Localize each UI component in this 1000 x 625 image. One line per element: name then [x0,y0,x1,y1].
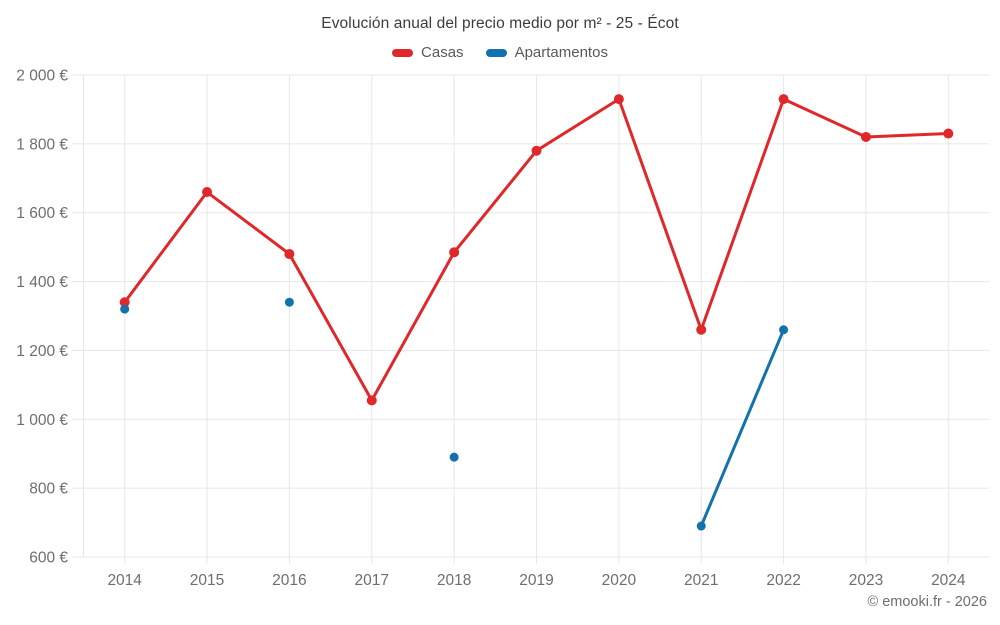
legend-label: Casas [421,44,464,61]
y-tick-label: 2 000 € [16,68,68,85]
x-tick-label: 2022 [766,572,800,589]
x-tick-label: 2023 [849,572,883,589]
data-point-casas-2022[interactable] [778,94,789,105]
data-point-apartamentos-2014[interactable] [120,304,130,314]
data-point-apartamentos-2022[interactable] [779,325,789,335]
x-tick-label: 2017 [355,572,389,589]
legend-label: Apartamentos [514,44,608,61]
x-tick-label: 2018 [437,572,471,589]
y-tick-label: 1 800 € [16,136,68,153]
x-tick-label: 2019 [519,572,553,589]
chart-title: Evolución anual del precio medio por m² … [321,15,679,32]
y-tick-label: 1 600 € [16,205,68,222]
legend-swatch-casas [392,48,414,57]
y-tick-label: 1 400 € [16,274,68,291]
series-line-apartamentos [699,328,786,528]
data-point-casas-2016[interactable] [284,249,295,260]
data-point-apartamentos-2021[interactable] [696,521,706,531]
data-point-casas-2021[interactable] [696,324,707,335]
y-tick-label: 1 200 € [16,343,68,360]
data-point-casas-2024[interactable] [943,128,954,139]
data-point-casas-2023[interactable] [860,131,871,142]
copyright-credit: © emooki.fr - 2026 [867,594,987,610]
x-tick-label: 2020 [602,572,637,589]
legend-item-apartamentos[interactable]: Apartamentos [485,44,608,61]
legend-swatch-apartamentos [485,48,507,57]
data-point-casas-2020[interactable] [613,94,624,105]
x-tick-label: 2015 [190,572,224,589]
y-tick-label: 1 000 € [16,412,68,429]
data-point-casas-2017[interactable] [366,395,377,406]
legend: Casas Apartamentos [0,44,1000,61]
y-tick-label: 600 € [29,550,68,567]
data-point-casas-2018[interactable] [449,247,460,258]
data-point-casas-2015[interactable] [202,187,213,198]
data-point-casas-2014[interactable] [119,297,130,308]
data-point-apartamentos-2018[interactable] [449,452,459,462]
x-tick-label: 2024 [931,572,966,589]
data-point-casas-2019[interactable] [531,145,542,156]
x-tick-label: 2014 [107,572,142,589]
data-point-apartamentos-2016[interactable] [284,297,294,307]
x-tick-label: 2021 [684,572,718,589]
x-tick-label: 2016 [272,572,306,589]
y-tick-label: 800 € [29,481,68,498]
legend-item-casas[interactable]: Casas [392,44,464,61]
